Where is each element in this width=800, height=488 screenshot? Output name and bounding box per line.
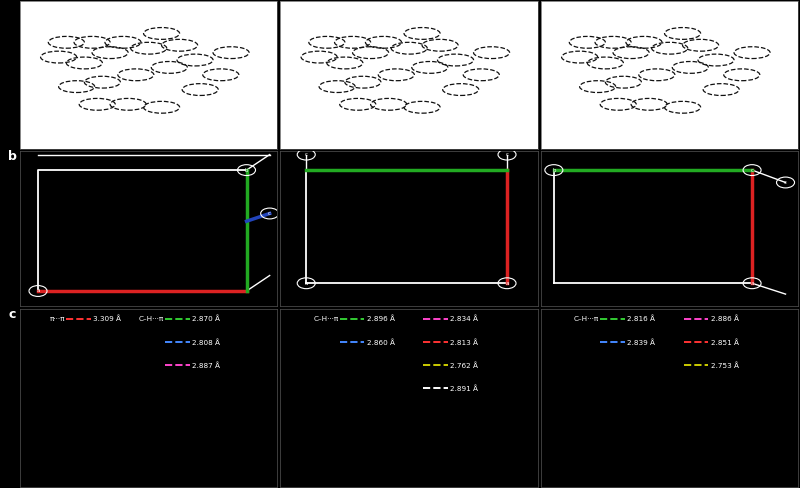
Text: 2.839 Å: 2.839 Å (627, 339, 655, 346)
Text: 2.813 Å: 2.813 Å (450, 339, 478, 346)
Text: a: a (750, 281, 754, 286)
Text: b: b (245, 167, 248, 173)
Text: C–H···π: C–H···π (139, 316, 164, 322)
Text: 2.870 Å: 2.870 Å (193, 316, 221, 323)
Text: 2.808 Å: 2.808 Å (193, 339, 221, 346)
Text: 2.891 Å: 2.891 Å (450, 385, 478, 391)
Text: b: b (9, 150, 18, 163)
Text: 2.851 Å: 2.851 Å (711, 339, 739, 346)
Text: 2.887 Å: 2.887 Å (193, 362, 221, 368)
Text: 2.896 Å: 2.896 Å (366, 316, 394, 323)
Text: a: a (506, 281, 509, 286)
Text: c: c (750, 167, 754, 173)
Text: c: c (506, 152, 509, 157)
Text: C–H···π: C–H···π (313, 316, 338, 322)
Text: 2.860 Å: 2.860 Å (366, 339, 394, 346)
Text: c: c (305, 152, 308, 157)
Text: 2.886 Å: 2.886 Å (711, 316, 739, 323)
Text: a: a (305, 281, 308, 286)
Text: 2.816 Å: 2.816 Å (627, 316, 655, 323)
Text: 2.762 Å: 2.762 Å (450, 362, 478, 368)
Text: c: c (268, 211, 271, 216)
Text: a: a (36, 288, 40, 293)
Text: π···π: π···π (50, 316, 65, 322)
Text: c: c (784, 180, 787, 185)
Text: c: c (9, 307, 16, 321)
Text: 3.309 Å: 3.309 Å (94, 316, 122, 323)
Text: C–H···π: C–H···π (574, 316, 599, 322)
Text: a: a (9, 0, 17, 13)
Text: 2.753 Å: 2.753 Å (711, 362, 739, 368)
Text: b: b (552, 167, 556, 173)
Text: 2.834 Å: 2.834 Å (450, 316, 478, 323)
